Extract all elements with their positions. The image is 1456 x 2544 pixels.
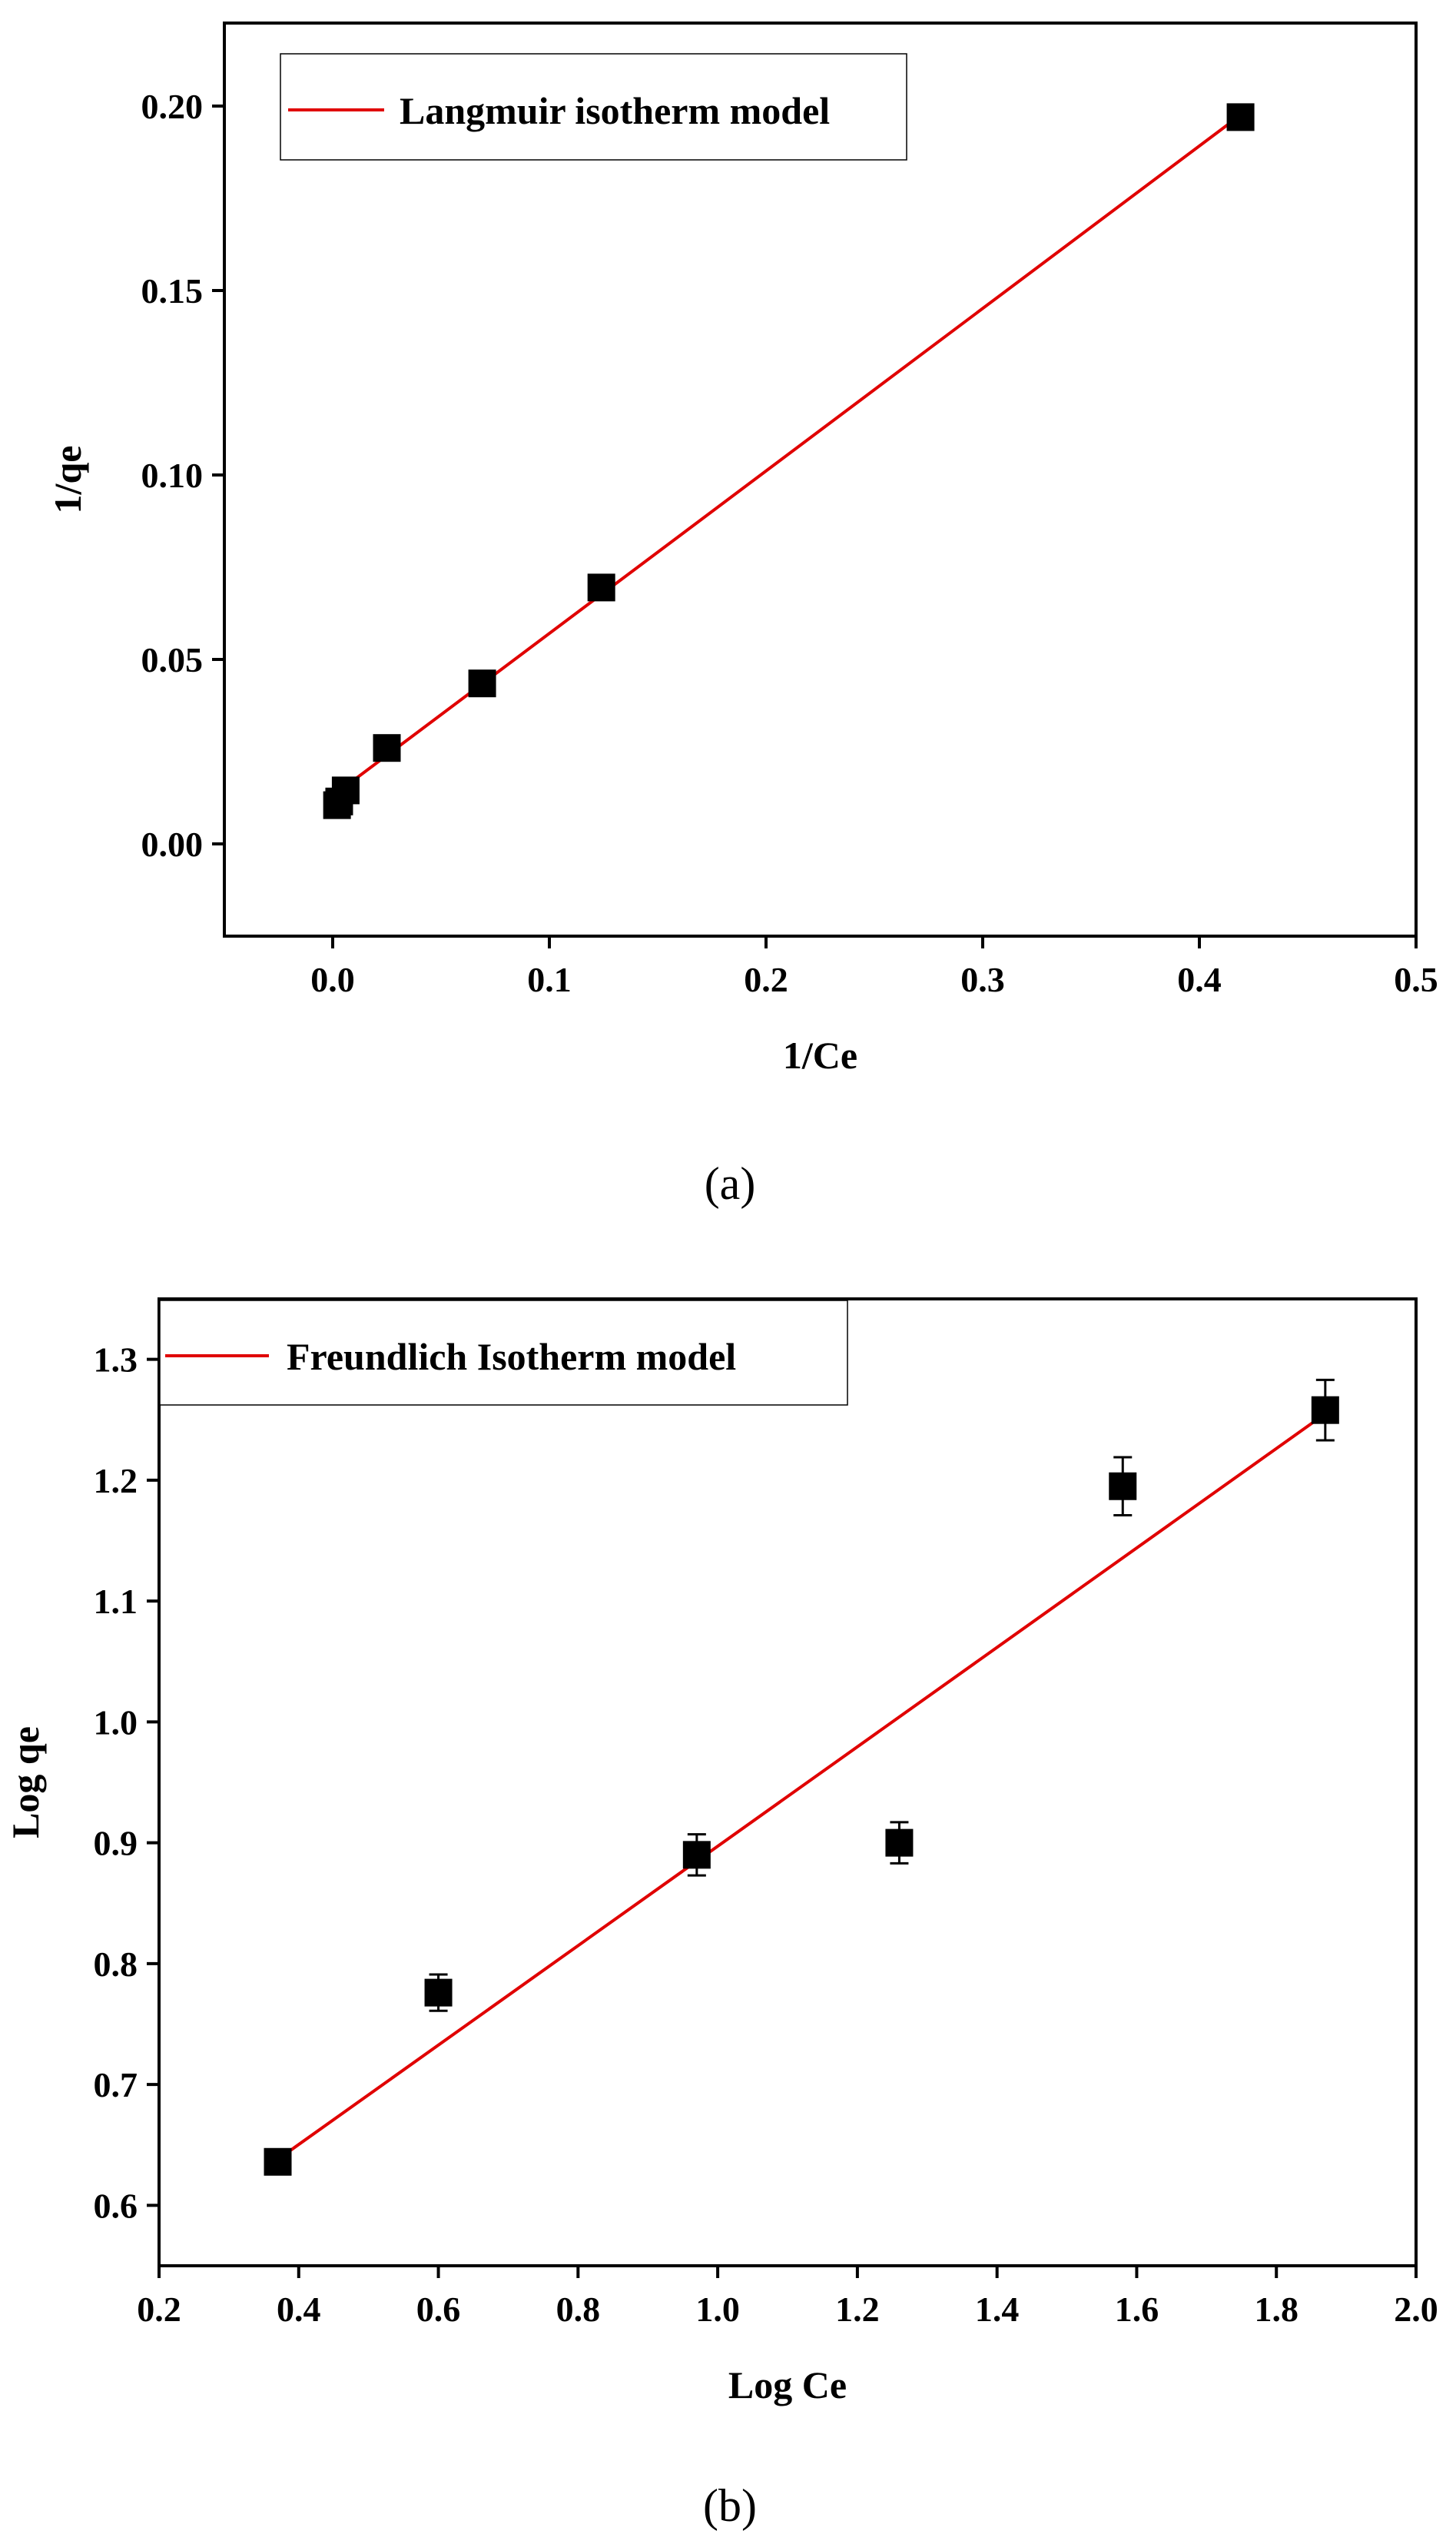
- freundlich-data-point: [1311, 1396, 1339, 1424]
- freundlich-y-tick-label: 0.7: [94, 2065, 138, 2104]
- langmuir-legend-box: [280, 53, 907, 161]
- freundlich-data-point: [1109, 1472, 1137, 1500]
- langmuir-data-point: [468, 669, 496, 698]
- langmuir-y-tick-label: 0.15: [141, 271, 204, 311]
- langmuir-x-tick-label: 0.3: [960, 960, 1005, 999]
- freundlich-x-tick-label: 1.4: [975, 2290, 1020, 2329]
- langmuir-y-tick-label: 0.05: [141, 640, 204, 679]
- freundlich-legend: Freundlich Isotherm model: [159, 1300, 848, 1406]
- freundlich-y-axis: 0.6 0.7 0.8 0.9 1.0 1.1 1.2 1.3: [94, 1340, 159, 2225]
- freundlich-y-tick-label: 0.6: [94, 2186, 138, 2225]
- freundlich-x-tick-label: 0.8: [556, 2290, 601, 2329]
- freundlich-x-tick-label: 0.2: [137, 2290, 181, 2329]
- freundlich-x-tick-label: 0.6: [416, 2290, 461, 2329]
- freundlich-data-point: [682, 1841, 711, 1869]
- freundlich-data-point: [264, 2147, 292, 2176]
- freundlich-x-tick-label: 1.0: [695, 2290, 740, 2329]
- langmuir-y-tick-label: 0.10: [141, 456, 204, 495]
- langmuir-y-tick-label: 0.20: [141, 87, 204, 126]
- freundlich-y-tick-label: 1.3: [94, 1340, 138, 1380]
- freundlich-x-tick-label: 1.8: [1254, 2290, 1298, 2329]
- freundlich-x-tick-label: 1.6: [1115, 2290, 1159, 2329]
- freundlich-x-axis: 0.2 0.4 0.6 0.8 1.0 1.2 1.4 1.6 1.8 2.0: [137, 2266, 1438, 2329]
- freundlich-data-marks: [264, 1378, 1339, 2176]
- freundlich-x-tick-label: 2.0: [1394, 2290, 1438, 2329]
- langmuir-data-point: [587, 573, 615, 602]
- panel-label-b: (b): [703, 2480, 757, 2531]
- langmuir-data-point: [373, 734, 401, 762]
- langmuir-data-marks: [323, 103, 1255, 819]
- langmuir-chart-panel: 0.0 0.1 0.2 0.3 0.4 0.5 0.000.050.100.150.20 …: [46, 22, 1438, 1209]
- freundlich-x-axis-title: Log Ce: [728, 2363, 847, 2406]
- freundlich-y-tick-label: 1.1: [94, 1582, 138, 1621]
- langmuir-legend-label: Langmuir isotherm model: [400, 89, 830, 132]
- langmuir-x-axis: 0.0 0.1 0.2 0.3 0.4 0.5: [310, 936, 1438, 999]
- freundlich-plot-frame: [158, 1297, 1418, 2267]
- langmuir-legend: Langmuir isotherm model: [280, 53, 907, 161]
- langmuir-y-tick-label: 0.00: [141, 825, 204, 864]
- langmuir-data-point: [1226, 103, 1255, 131]
- freundlich-data-point: [424, 1978, 453, 2007]
- langmuir-y-axis-title: 1/qe: [46, 446, 89, 514]
- langmuir-x-tick-label: 0.5: [1394, 960, 1438, 999]
- langmuir-data-point: [331, 776, 360, 805]
- freundlich-y-axis-title: Log qe: [4, 1726, 47, 1838]
- freundlich-legend-label: Freundlich Isotherm model: [287, 1335, 736, 1378]
- freundlich-x-tick-label: 0.4: [277, 2290, 321, 2329]
- langmuir-x-axis-title: 1/Ce: [783, 1034, 857, 1077]
- freundlich-y-tick-label: 0.9: [94, 1824, 138, 1863]
- langmuir-plot-frame: [223, 22, 1418, 938]
- freundlich-y-tick-label: 1.0: [94, 1702, 138, 1742]
- freundlich-legend-box: [159, 1300, 848, 1406]
- freundlich-x-tick-label: 1.2: [835, 2290, 880, 2329]
- langmuir-x-tick-label: 0.1: [527, 960, 572, 999]
- langmuir-y-axis: 0.00 0.05 0.10 0.15 0.20: [141, 87, 224, 864]
- langmuir-x-tick-label: 0.0: [310, 960, 355, 999]
- langmuir-x-tick-label: 0.4: [1177, 960, 1222, 999]
- freundlich-y-tick-label: 0.8: [94, 1945, 138, 1984]
- freundlich-chart-panel: 0.2 0.4 0.6 0.8 1.0 1.2 1.4 1.6 1.8 2.0 0.6 0.7 0.8…: [4, 1297, 1438, 2531]
- langmuir-x-tick-label: 0.2: [744, 960, 788, 999]
- freundlich-y-tick-label: 1.2: [94, 1461, 138, 1500]
- freundlich-fit-line: [277, 1412, 1327, 2161]
- freundlich-data-point: [885, 1828, 914, 1857]
- panel-label-a: (a): [705, 1158, 756, 1209]
